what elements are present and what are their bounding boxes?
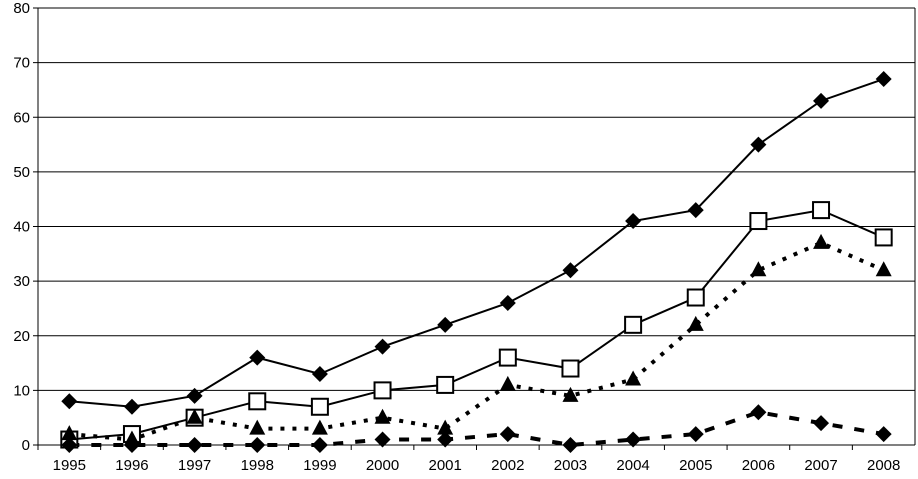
data-point-square bbox=[436, 375, 455, 394]
data-point-diamond bbox=[625, 213, 642, 230]
data-point-diamond bbox=[562, 437, 579, 453]
data-point-square bbox=[373, 381, 392, 400]
data-point-diamond bbox=[61, 393, 78, 410]
data-point-diamond bbox=[186, 437, 203, 453]
x-tick-label: 2004 bbox=[616, 457, 649, 474]
data-point-square bbox=[561, 359, 580, 378]
data-point-square bbox=[749, 212, 768, 231]
y-tick-label: 60 bbox=[13, 109, 30, 126]
x-tick-label: 1999 bbox=[303, 457, 336, 474]
data-point-diamond bbox=[249, 437, 266, 453]
data-point-triangle bbox=[750, 261, 767, 277]
data-point-diamond bbox=[437, 316, 454, 333]
y-tick-label: 30 bbox=[13, 273, 30, 290]
data-point-diamond bbox=[311, 365, 328, 382]
data-point-diamond bbox=[687, 426, 704, 443]
data-point-diamond bbox=[625, 431, 642, 448]
data-point-triangle bbox=[437, 419, 454, 435]
x-tick-label: 2000 bbox=[366, 457, 399, 474]
data-point-square bbox=[624, 315, 643, 334]
data-point-triangle bbox=[687, 315, 704, 331]
x-tick-label: 2005 bbox=[679, 457, 712, 474]
data-point-square bbox=[248, 392, 267, 411]
series-line-1 bbox=[69, 78, 885, 408]
data-point-triangle bbox=[61, 425, 78, 441]
series-line-4 bbox=[69, 410, 885, 448]
data-point-square bbox=[498, 348, 517, 367]
x-tick-label: 2002 bbox=[491, 457, 524, 474]
data-point-square bbox=[310, 397, 329, 416]
x-tick-label: 1997 bbox=[178, 457, 211, 474]
data-point-diamond bbox=[186, 387, 203, 404]
y-tick-label: 10 bbox=[13, 382, 30, 399]
data-point-diamond bbox=[875, 426, 892, 443]
data-point-diamond bbox=[562, 262, 579, 279]
data-point-triangle bbox=[249, 419, 266, 435]
y-tick-label: 70 bbox=[13, 55, 30, 72]
data-point-diamond bbox=[123, 398, 140, 415]
data-point-triangle bbox=[499, 375, 516, 391]
data-point-diamond bbox=[311, 437, 328, 453]
y-tick-label: 80 bbox=[13, 0, 30, 17]
data-point-diamond bbox=[750, 136, 767, 153]
data-point-diamond bbox=[750, 404, 767, 421]
data-point-triangle bbox=[311, 419, 328, 435]
x-tick-label: 2006 bbox=[742, 457, 775, 474]
data-point-diamond bbox=[813, 92, 830, 109]
data-point-triangle bbox=[186, 408, 203, 424]
x-tick-label: 2008 bbox=[867, 457, 900, 474]
series-line-3 bbox=[69, 240, 885, 442]
data-point-triangle bbox=[813, 233, 830, 249]
data-point-diamond bbox=[123, 437, 140, 453]
x-tick-label: 2003 bbox=[554, 457, 587, 474]
y-tick-label: 20 bbox=[13, 328, 30, 345]
x-tick-label: 2007 bbox=[804, 457, 837, 474]
data-point-diamond bbox=[813, 415, 830, 432]
x-tick-label: 1998 bbox=[241, 457, 274, 474]
data-point-triangle bbox=[562, 386, 579, 402]
data-point-diamond bbox=[499, 426, 516, 443]
data-point-diamond bbox=[875, 71, 892, 88]
x-tick-label: 1995 bbox=[53, 457, 86, 474]
x-tick-label: 2001 bbox=[428, 457, 461, 474]
y-tick-label: 40 bbox=[13, 219, 30, 236]
data-point-diamond bbox=[249, 349, 266, 366]
data-point-diamond bbox=[374, 338, 391, 355]
data-point-triangle bbox=[875, 261, 892, 277]
data-point-diamond bbox=[687, 202, 704, 219]
data-point-square bbox=[812, 201, 831, 220]
data-point-triangle bbox=[625, 370, 642, 386]
x-tick-label: 1996 bbox=[115, 457, 148, 474]
y-tick-label: 0 bbox=[22, 437, 30, 454]
data-point-diamond bbox=[437, 431, 454, 448]
data-point-square bbox=[874, 228, 893, 247]
data-point-triangle bbox=[374, 408, 391, 424]
data-point-square bbox=[686, 288, 705, 307]
data-point-diamond bbox=[61, 437, 78, 453]
data-point-diamond bbox=[374, 431, 391, 448]
y-tick-label: 50 bbox=[13, 164, 30, 181]
data-point-diamond bbox=[499, 294, 516, 311]
series-line-2 bbox=[69, 209, 885, 441]
